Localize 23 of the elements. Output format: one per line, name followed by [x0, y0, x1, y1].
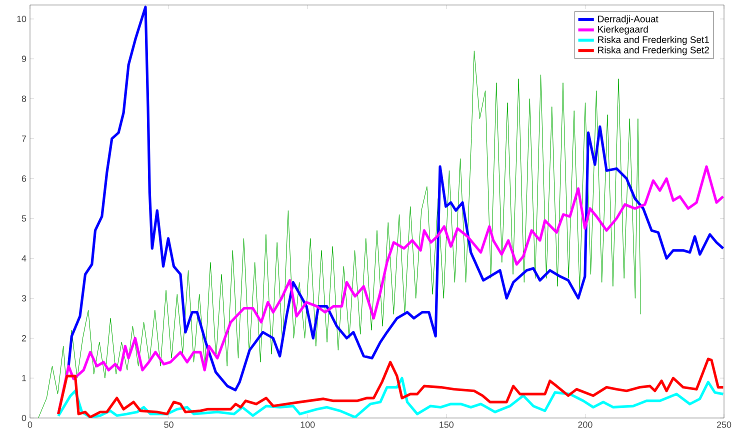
legend-label: Derradji-Aouat [598, 15, 658, 24]
y-tick-label: 0 [22, 414, 26, 422]
x-tick-label: 100 [300, 422, 315, 428]
x-tick-label: 0 [28, 422, 32, 428]
y-tick-label: 3 [22, 295, 26, 302]
line-series [67, 6, 724, 392]
y-tick-label: 9 [22, 56, 26, 62]
x-tick-label: 250 [716, 422, 732, 428]
y-tick-label: 7 [22, 136, 26, 142]
legend-label: Riska and Frederking Set2 [598, 46, 709, 56]
legend-label: Kierkegaard [598, 26, 648, 35]
y-tick-label: 8 [22, 96, 26, 102]
line-series [57, 376, 724, 418]
y-tick-label: 2 [22, 335, 26, 342]
y-tick-label: 6 [22, 175, 26, 182]
y-tick-label: 5 [22, 215, 26, 222]
y-tick-label: 4 [22, 255, 26, 262]
x-tick-label: 150 [440, 422, 454, 428]
x-tick-label: 200 [578, 422, 592, 428]
x-tick-label: 50 [164, 422, 174, 428]
y-tick-label: 10 [17, 16, 26, 22]
y-tick-label: 1 [22, 375, 26, 382]
legend-label: Riska and Frederking Set1 [598, 36, 709, 45]
